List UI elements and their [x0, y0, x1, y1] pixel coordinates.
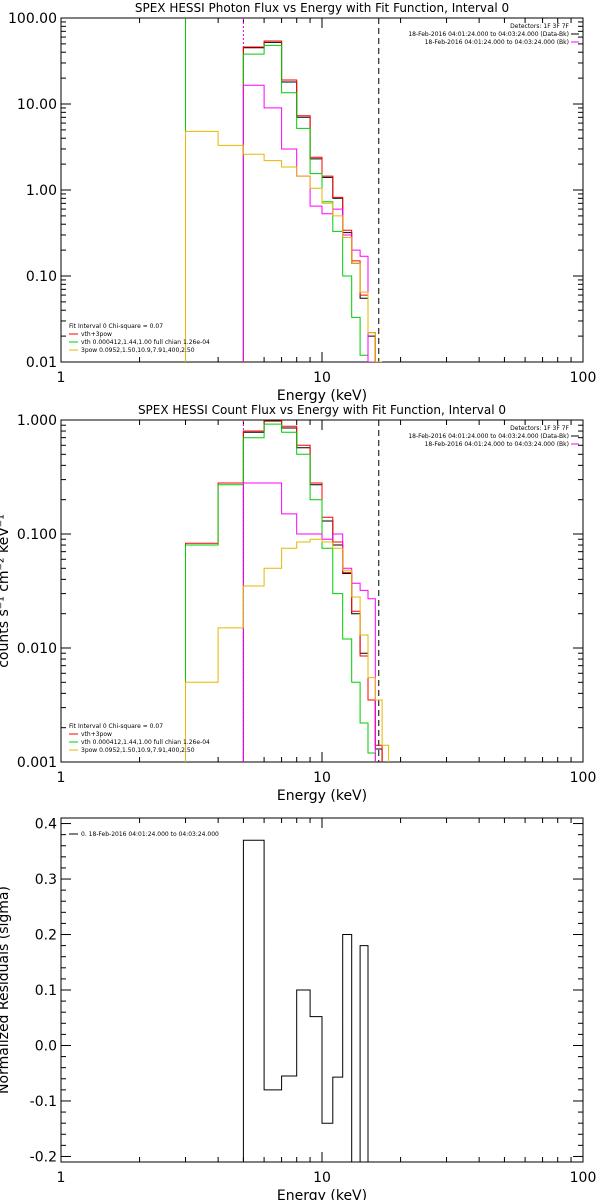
series-step-line-1 — [242, 41, 376, 362]
x-tick-label: 1 — [57, 370, 66, 386]
y-tick-label: 0.2 — [35, 928, 57, 944]
series-step-line-4 — [242, 84, 376, 362]
y-tick-label: 0.01 — [26, 355, 57, 371]
y-tick-label: 0.100 — [17, 527, 57, 543]
y-axis-label: counts s⁻¹ cm⁻² keV⁻¹ — [0, 514, 12, 668]
legend-entry: vth 0.000412,1.44,1.00 full chian 1.26e-… — [81, 339, 210, 346]
y-tick-label: 0.3 — [35, 872, 57, 888]
y-tick-label: 0.0 — [35, 1038, 57, 1054]
x-tick-label: 10 — [313, 370, 331, 386]
legend-entry: 18-Feb-2016 04:01:24.000 to 04:03:24.000… — [408, 433, 569, 440]
legend-entry: vth 0.000412,1.44,1.00 full chian 1.26e-… — [81, 739, 210, 746]
plot-area — [185, 18, 383, 362]
series-step-line-2 — [242, 40, 376, 362]
chart-title: SPEX HESSI Count Flux vs Energy with Fit… — [138, 403, 506, 417]
plot-area — [242, 839, 369, 1162]
series-step-line-3 — [242, 44, 376, 362]
legend-entry: vth+3pow — [81, 331, 112, 338]
chart-panel-1: SPEX HESSI Photon Flux vs Energy with Fi… — [8, 1, 596, 404]
y-tick-label: 0.001 — [17, 755, 57, 771]
plot-frame — [60, 419, 584, 763]
legend-entry: 3pow 0.0952,1.50,10.9,7.91,400,2.50 — [81, 347, 195, 354]
x-tick-label: 1 — [57, 770, 66, 786]
x-tick-label: 1 — [57, 1170, 66, 1186]
legend-entry: Fit Interval 0 Chi-square = 0.07 — [69, 323, 163, 330]
series-step-line-2 — [185, 420, 383, 762]
x-tick-label: 100 — [570, 770, 597, 786]
legend-entry: Fit Interval 0 Chi-square = 0.07 — [69, 723, 163, 730]
y-tick-label: 0.10 — [26, 269, 57, 285]
chart-panel-2: SPEX HESSI Count Flux vs Energy with Fit… — [0, 403, 596, 804]
legend-entry: 18-Feb-2016 04:01:24.000 to 04:03:24.000… — [425, 39, 569, 46]
series-step-line-1 — [242, 420, 383, 762]
legend-entry: vth+3pow — [81, 731, 112, 738]
legend-entry: 3pow 0.0952,1.50,10.9,7.91,400,2.50 — [81, 747, 195, 754]
x-tick-label: 100 — [570, 1170, 597, 1186]
plot-area — [185, 420, 390, 762]
legend-entry: 0. 18-Feb-2016 04:01:24.000 to 04:03:24.… — [81, 831, 219, 838]
y-tick-label: 1.000 — [17, 413, 57, 429]
legend-entry: 18-Feb-2016 04:01:24.000 to 04:03:24.000… — [425, 441, 569, 448]
series-step-line-1 — [242, 839, 369, 1162]
chart-title: SPEX HESSI Photon Flux vs Energy with Fi… — [135, 1, 509, 15]
legend-entry: Detectors: 1F 3F 7F — [510, 425, 569, 432]
legend-entry: 18-Feb-2016 04:01:24.000 to 04:03:24.000… — [408, 31, 569, 38]
y-tick-label: -0.1 — [30, 1094, 57, 1110]
y-tick-label: 0.010 — [17, 641, 57, 657]
legend-entry: Detectors: 1F 3F 7F — [510, 23, 569, 30]
x-tick-label: 10 — [313, 770, 331, 786]
series-step-line-5 — [185, 130, 383, 362]
x-axis-label: Energy (keV) — [277, 1188, 367, 1200]
y-tick-label: 0.1 — [35, 983, 57, 999]
x-tick-label: 100 — [570, 370, 597, 386]
chart-panel-3: 1 10 100 Energy (keV) 0.4 0.3 0.2 0.1 0.0 -0.1 -0.… — [0, 817, 596, 1200]
y-tick-label: 1.00 — [26, 183, 57, 199]
y-tick-label: 10.00 — [17, 97, 57, 113]
series-step-line-3 — [185, 423, 376, 762]
y-axis-label: Normalized Residuals (sigma) — [0, 886, 12, 1094]
series-step-line-4 — [242, 482, 376, 762]
y-tick-label: -0.2 — [30, 1149, 57, 1165]
x-axis-label: Energy (keV) — [277, 788, 367, 804]
x-tick-label: 10 — [313, 1170, 331, 1186]
y-tick-label: 0.4 — [35, 817, 57, 833]
y-tick-label: 100.00 — [8, 11, 57, 27]
series-step-line-5 — [185, 538, 390, 762]
x-axis-label: Energy (keV) — [277, 388, 367, 404]
